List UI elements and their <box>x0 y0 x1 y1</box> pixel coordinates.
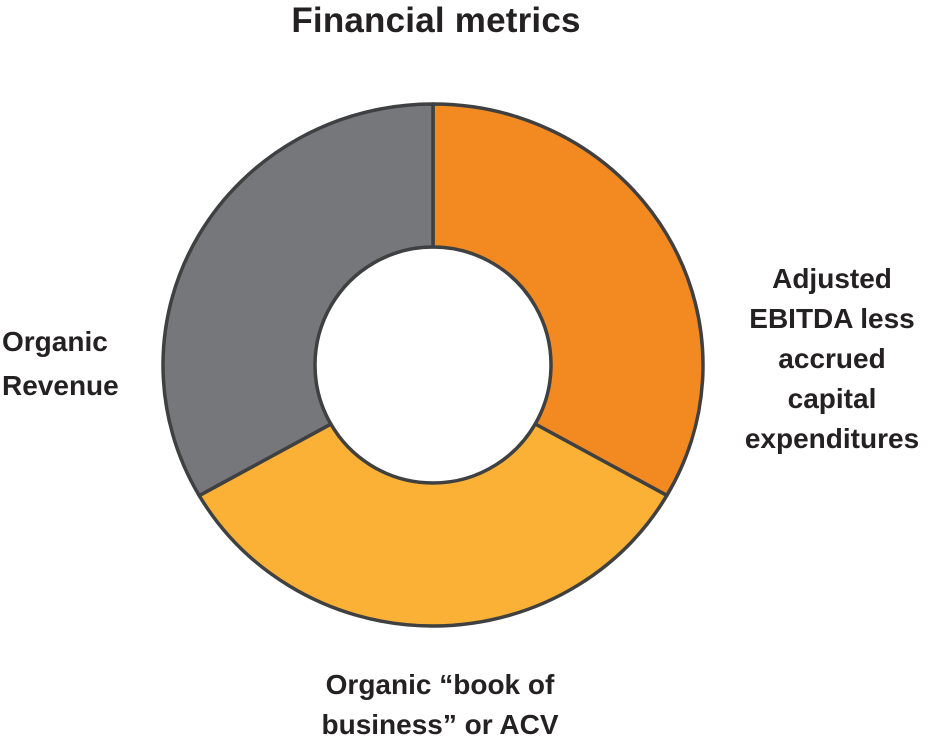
label-line: accrued <box>778 343 886 374</box>
segment-label-organic-revenue: Organic Revenue <box>2 320 119 408</box>
donut-segment-2 <box>197 422 669 628</box>
donut-segment-1 <box>431 102 705 498</box>
label-line: business” or ACV <box>321 709 559 740</box>
chart-title: Financial metrics <box>291 1 581 40</box>
label-line: Organic <box>2 326 108 357</box>
label-line: capital <box>787 383 877 414</box>
segment-label-adjusted-ebitda: Adjusted EBITDA less accrued capital exp… <box>732 259 929 459</box>
label-line: Revenue <box>2 370 119 401</box>
label-line: Adjusted <box>772 263 892 294</box>
label-line: expenditures <box>744 423 920 454</box>
label-line: EBITDA less <box>749 303 915 334</box>
label-line: Organic “book of <box>325 669 555 700</box>
donut-segment-3 <box>161 102 435 498</box>
segment-label-book-of-business: Organic “book of business” or ACV <box>280 665 600 745</box>
